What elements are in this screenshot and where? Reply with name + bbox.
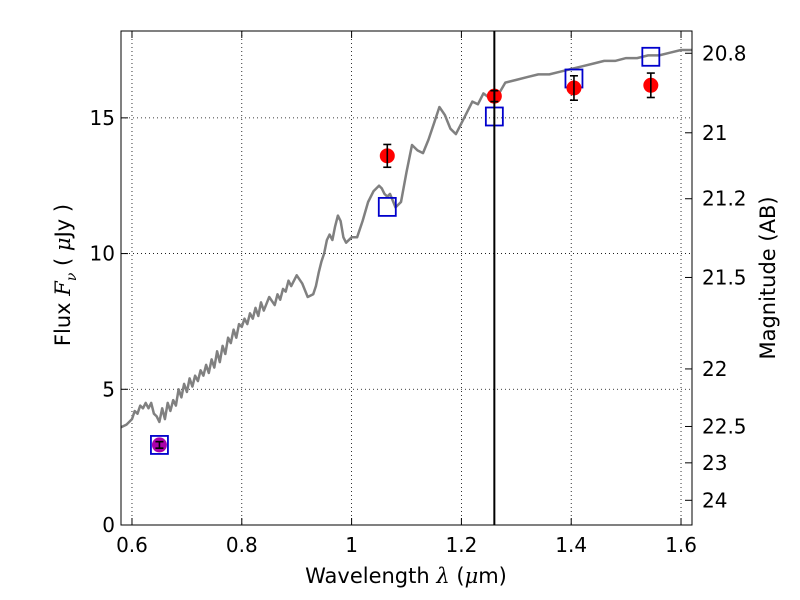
ticks: 0.6 0.8 1 1.2 1.4 1.6 0 5 10 15 20.8 21 21.2 21.5 22 22… <box>90 31 747 557</box>
y2-tick-label: 24 <box>702 488 727 512</box>
y2-tick-label: 22 <box>702 357 727 381</box>
y2-tick-label: 21.5 <box>702 265 747 289</box>
x-tick-label: 1.4 <box>555 533 587 557</box>
y-tick-label: 10 <box>90 242 115 266</box>
y-tick-label: 15 <box>90 106 115 130</box>
x-tick-label: 1 <box>345 533 358 557</box>
model-square-point <box>150 435 169 455</box>
x-axis-label: Wavelength λ (μm) <box>305 564 507 588</box>
model-square-point <box>377 196 397 217</box>
error-bar <box>383 143 392 169</box>
y2-axis-label: Magnitude (AB) <box>756 196 780 359</box>
error-bar <box>646 72 655 99</box>
y2-tick-label: 22.5 <box>702 414 747 438</box>
model-square-point <box>641 46 661 67</box>
x-tick-label: 0.8 <box>226 533 258 557</box>
y2-tick-label: 21.2 <box>702 187 747 211</box>
error-bar <box>569 74 578 102</box>
y-tick-label: 0 <box>102 513 115 537</box>
y-axis-label: Flux Fν ( μJy ) <box>51 204 80 346</box>
y2-tick-label: 21 <box>702 121 727 145</box>
x-tick-label: 1.6 <box>665 533 697 557</box>
y2-tick-label: 23 <box>702 451 727 475</box>
x-tick-label: 0.6 <box>116 533 148 557</box>
data-layer <box>121 31 692 525</box>
y-tick-label: 5 <box>102 377 115 401</box>
plot-frame <box>120 30 693 526</box>
x-tick-label: 1.2 <box>445 533 477 557</box>
error-bar <box>155 440 164 449</box>
y2-tick-label: 20.8 <box>702 41 747 65</box>
model-spectrum-line <box>121 48 692 429</box>
